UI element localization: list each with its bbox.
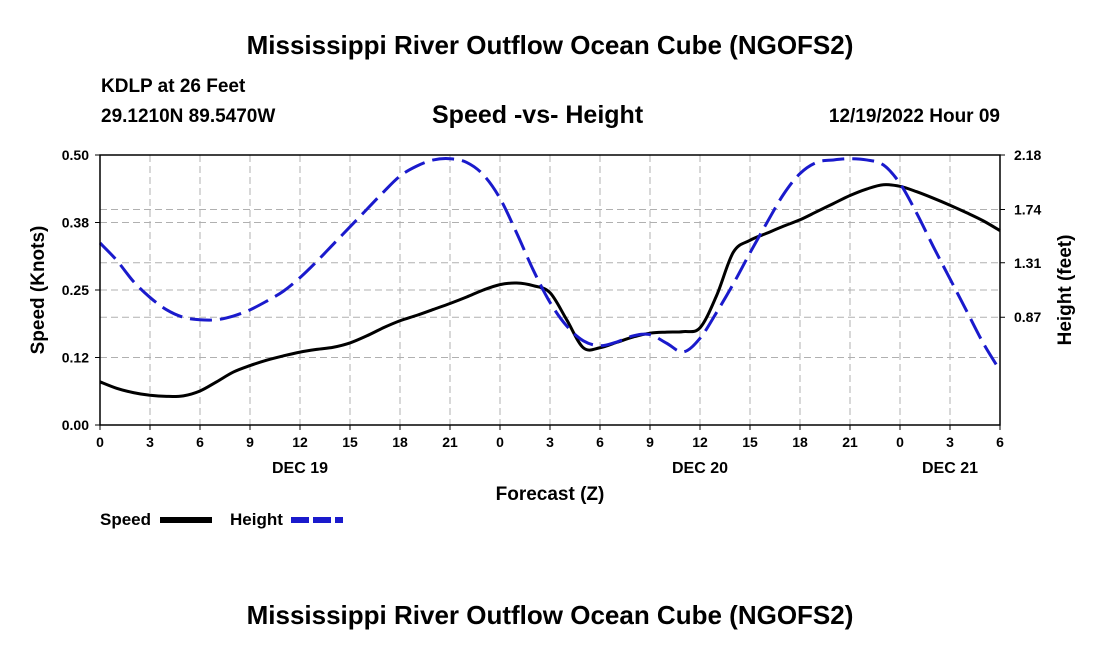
date-label: DEC 21	[922, 460, 978, 477]
x-tick-label: 3	[946, 434, 954, 450]
y-left-tick-label: 0.50	[62, 147, 89, 163]
y-axis-left-title: Speed (Knots)	[28, 226, 49, 355]
x-tick-label: 0	[496, 434, 504, 450]
y-right-tick-label: 1.31	[1014, 255, 1041, 271]
station-coordinates: 29.1210N 89.5470W	[101, 106, 276, 127]
y-right-tick-label: 1.74	[1014, 201, 1041, 217]
grid-lines	[100, 154, 1000, 425]
x-tick-label: 9	[246, 434, 254, 450]
forecast-timestamp: 12/19/2022 Hour 09	[828, 106, 1000, 127]
x-tick-label: 21	[442, 434, 458, 450]
chart-main-title: Mississippi River Outflow Ocean Cube (NG…	[246, 30, 854, 60]
x-tick-label: 21	[842, 434, 858, 450]
y-left-tick-label: 0.25	[62, 282, 89, 298]
x-tick-label: 3	[146, 434, 154, 450]
x-tick-label: 3	[546, 434, 554, 450]
x-tick-label: 6	[596, 434, 604, 450]
date-label: DEC 19	[272, 460, 328, 477]
x-tick-label: 15	[342, 434, 358, 450]
chart-subtitle: Speed -vs- Height	[432, 101, 644, 129]
x-tick-label: 9	[646, 434, 654, 450]
x-axis-title: Forecast (Z)	[496, 484, 605, 505]
y-left-tick-label: 0.38	[62, 215, 89, 231]
x-tick-label: 0	[96, 434, 104, 450]
date-label: DEC 20	[672, 460, 728, 477]
y-left-tick-label: 0.12	[62, 350, 89, 366]
series-lines	[98, 157, 1002, 398]
x-tick-label: 12	[292, 434, 308, 450]
x-tick-label: 0	[896, 434, 904, 450]
x-tick-label: 6	[196, 434, 204, 450]
legend-height-label: Height	[230, 510, 283, 529]
x-tick-label: 6	[996, 434, 1004, 450]
y-right-tick-label: 0.87	[1014, 309, 1041, 325]
legend: Speed Height	[100, 510, 343, 529]
x-tick-label: 18	[392, 434, 408, 450]
footer-chart-title: Mississippi River Outflow Ocean Cube (NG…	[246, 600, 854, 630]
y-right-tick-label: 2.18	[1014, 147, 1041, 163]
x-tick-label: 12	[692, 434, 708, 450]
x-tick-label: 15	[742, 434, 758, 450]
y-left-tick-label: 0.00	[62, 417, 89, 433]
series-line-height	[98, 157, 1002, 372]
legend-speed-label: Speed	[100, 510, 151, 529]
x-tick-label: 18	[792, 434, 808, 450]
series-line-speed	[99, 183, 1001, 398]
station-label: KDLP at 26 Feet	[101, 76, 246, 97]
axes: 0 3 6 9 12 15 18 21 0 3 6 9 12 15 18 21 0 3 6 DEC 19 DEC 20 D…	[62, 147, 1042, 477]
y-axis-right-title: Height (feet)	[1055, 235, 1076, 346]
